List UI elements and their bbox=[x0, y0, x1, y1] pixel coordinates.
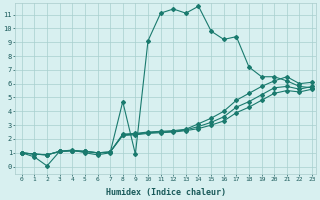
X-axis label: Humidex (Indice chaleur): Humidex (Indice chaleur) bbox=[106, 188, 226, 197]
